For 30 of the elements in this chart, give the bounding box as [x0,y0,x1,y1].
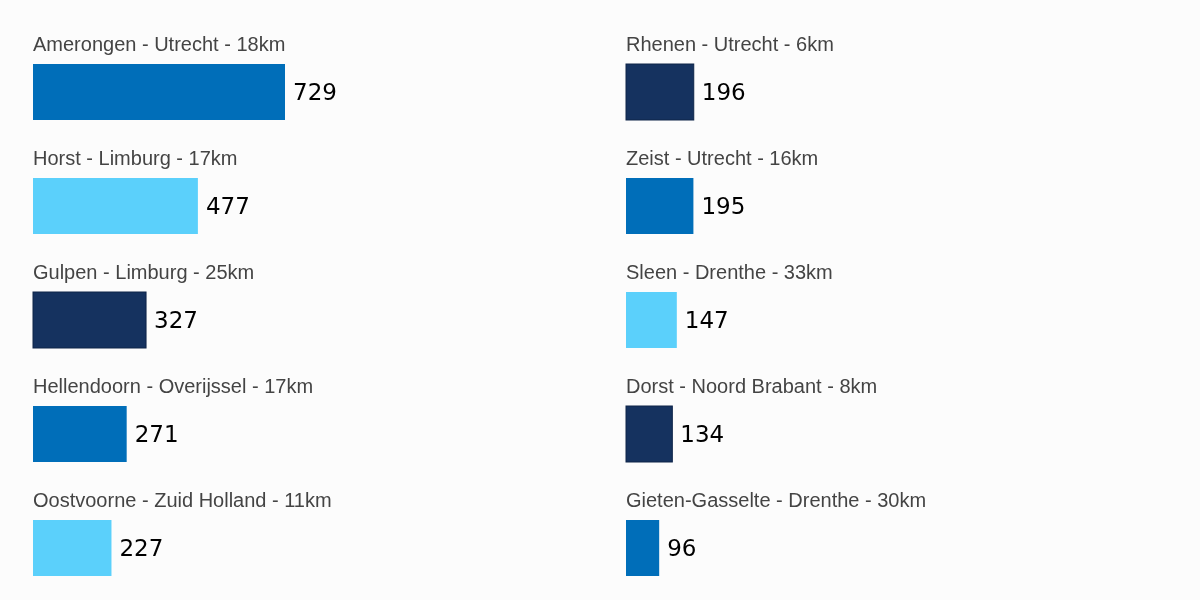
y-tick-label: Amerongen - Utrecht - 18km [33,33,286,55]
y-tick-label: Hellendoorn - Overijssel - 17km [33,375,314,397]
y-tick-label: Dorst - Noord Brabant - 8km [626,375,878,397]
data-label: 327 [154,307,198,333]
data-label: 196 [701,79,746,105]
y-tick-label: Zeist - Utrecht - 16km [626,147,819,169]
y-tick-label: Sleen - Drenthe - 33km [626,261,833,283]
y-tick-label: Rhenen - Utrecht - 6km [626,33,834,55]
data-label: 729 [293,79,337,105]
data-label: 96 [667,535,697,561]
data-label: 477 [205,193,250,219]
data-label: 134 [680,421,725,447]
bar [33,406,127,462]
bar [626,178,694,234]
y-tick-label: Gulpen - Limburg - 25km [33,261,255,283]
bar [33,178,198,234]
y-tick-label: Gieten-Gasselte - Drenthe - 30km [626,489,927,511]
bar [626,292,677,348]
y-tick-label: Oostvoorne - Zuid Holland - 11km [33,489,332,511]
bar [33,64,285,120]
data-label: 227 [119,535,164,561]
bar [625,405,673,463]
bar [32,291,147,349]
data-label: 195 [701,193,746,219]
bar [626,520,660,576]
bar [625,63,695,121]
data-label: 271 [134,421,179,447]
data-label: 147 [684,307,729,333]
bar [33,520,112,576]
y-tick-label: Horst - Limburg - 17km [33,147,238,169]
